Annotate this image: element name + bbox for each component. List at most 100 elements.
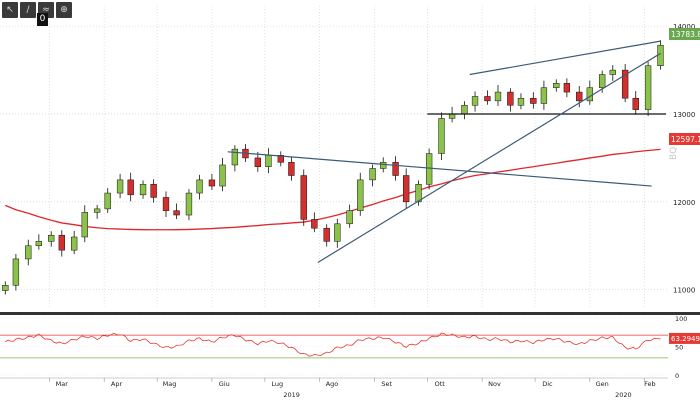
- moving-average-badge: [669, 133, 700, 145]
- candle: [576, 86, 583, 108]
- candle: [71, 230, 78, 255]
- candle-body: [415, 184, 422, 203]
- month-label: Gen: [596, 380, 609, 388]
- candle-body: [346, 210, 353, 225]
- price-badges: 13783.8896 12597.1748 BQ: [669, 28, 700, 160]
- candle-body: [48, 234, 55, 242]
- rsi-tick-label: 50: [675, 344, 683, 352]
- time-axis: Mar Apr Mag Giu Lug Ago Set Ott Nov Dic Gen Feb 2019…: [0, 377, 668, 399]
- candle-body: [323, 227, 330, 242]
- last-price-badge: [669, 28, 700, 40]
- candle: [357, 172, 364, 216]
- candle-body: [139, 184, 147, 196]
- candle: [127, 172, 134, 202]
- candle: [484, 90, 491, 105]
- chart-toolbar: ↖ ∕ ≈ ⊕: [2, 2, 72, 20]
- month-label: Lug: [271, 380, 283, 388]
- candle-body: [632, 97, 639, 110]
- candle-body: [334, 223, 341, 242]
- candle: [494, 84, 502, 107]
- y-tick-label: 11000: [673, 287, 695, 295]
- candle-body: [162, 197, 170, 211]
- candle-body: [208, 179, 216, 187]
- candle: [507, 88, 514, 112]
- candle-body: [461, 104, 468, 115]
- candle-body: [219, 164, 226, 187]
- candle-body: [25, 245, 32, 260]
- candle-body: [277, 155, 284, 163]
- candle: [25, 239, 32, 266]
- candle: [586, 80, 593, 105]
- candle-body: [507, 91, 514, 106]
- candle-body: [127, 179, 134, 196]
- y-tick-label: 14000: [673, 23, 695, 31]
- candle: [150, 179, 157, 203]
- rsi-tick-label: 100: [675, 315, 687, 323]
- trendlines[interactable]: [227, 40, 666, 263]
- arrow-icon[interactable]: ↖: [2, 2, 18, 18]
- candle-body: [403, 175, 410, 203]
- moving-average-line: [5, 148, 661, 231]
- zoom-icon[interactable]: ⊕: [56, 2, 72, 18]
- candle: [185, 189, 193, 221]
- candle: [300, 169, 307, 226]
- candle: [448, 106, 456, 123]
- line-icon[interactable]: ∕: [20, 2, 36, 18]
- rsi-tick-label: 0: [675, 372, 679, 380]
- candle: [2, 281, 9, 295]
- month-label: Apr: [111, 380, 123, 388]
- candle: [530, 92, 537, 109]
- candle-body: [425, 153, 433, 185]
- trendline: [469, 40, 661, 76]
- candle: [254, 151, 261, 172]
- candle-body: [58, 234, 65, 251]
- month-label: Ago: [326, 380, 339, 388]
- month-label: Feb: [644, 380, 656, 388]
- y-tick-label: 12000: [673, 199, 695, 207]
- candle: [632, 91, 639, 115]
- candle-body: [576, 91, 583, 102]
- candle: [162, 191, 170, 218]
- candle: [369, 164, 376, 187]
- month-label: Giu: [219, 380, 230, 388]
- candle-body: [12, 258, 20, 286]
- month-label: Nov: [488, 380, 501, 388]
- candle-body: [586, 87, 593, 102]
- candle: [609, 65, 616, 81]
- y-tick-label: 13000: [673, 111, 695, 119]
- candle-body: [185, 192, 193, 216]
- candle: [12, 253, 20, 291]
- candle: [644, 61, 652, 117]
- candle-body: [300, 175, 307, 220]
- month-label: Dic: [542, 380, 553, 388]
- candle: [311, 212, 318, 233]
- moving-average: [5, 148, 661, 231]
- candle: [104, 188, 111, 213]
- candle-body: [448, 113, 456, 119]
- watermark: BQ: [669, 147, 679, 160]
- candle-body: [71, 236, 78, 251]
- candle-body: [104, 192, 111, 210]
- panel-divider: [0, 312, 700, 315]
- candles: [2, 40, 664, 295]
- candle-body: [609, 69, 616, 75]
- candle-body: [116, 179, 124, 194]
- candle: [288, 157, 295, 181]
- candle-body: [357, 179, 364, 211]
- candle: [196, 174, 203, 200]
- candle-body: [196, 179, 203, 194]
- candle-body: [484, 96, 491, 102]
- candle: [219, 157, 226, 192]
- month-label: Set: [381, 380, 392, 388]
- candle: [93, 204, 101, 219]
- moving-average-value: 12597.1748: [671, 135, 700, 144]
- year-label: 2019: [283, 391, 300, 399]
- month-label: Mar: [56, 380, 69, 388]
- last-price-value: 13783.8896: [671, 30, 700, 39]
- candle: [334, 218, 341, 248]
- candle-body: [563, 83, 571, 93]
- candle-body: [81, 212, 88, 238]
- candle: [277, 151, 284, 167]
